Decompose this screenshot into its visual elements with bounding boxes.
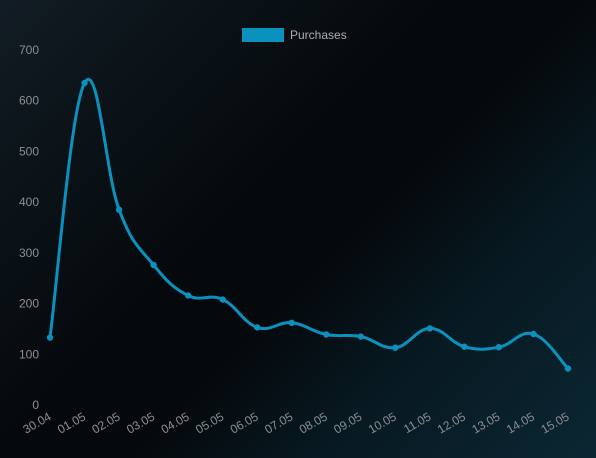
x-tick-label: 01.05 xyxy=(55,409,88,436)
data-point[interactable] xyxy=(495,343,503,351)
data-point[interactable] xyxy=(288,319,295,327)
data-point[interactable] xyxy=(150,261,157,269)
data-point[interactable] xyxy=(392,344,399,351)
data-point[interactable] xyxy=(81,79,88,87)
x-tick-label: 14.05 xyxy=(504,409,537,436)
x-tick-label: 04.05 xyxy=(159,409,192,436)
legend-label-purchases: Purchases xyxy=(290,28,347,42)
x-tick-label: 09.05 xyxy=(331,409,364,436)
data-point[interactable] xyxy=(115,206,123,213)
data-point[interactable] xyxy=(426,325,434,332)
x-tick-label: 05.05 xyxy=(193,409,226,436)
data-point[interactable] xyxy=(461,343,468,350)
x-tick-label: 30.04 xyxy=(20,409,53,436)
data-point[interactable] xyxy=(184,292,192,299)
x-tick-label: 12.05 xyxy=(435,409,468,436)
x-tick-label: 07.05 xyxy=(262,409,295,436)
data-point[interactable] xyxy=(530,330,537,338)
x-axis: 30.04 01.05 02.05 03.05 04.05 05.05 06.05 07.05… xyxy=(20,409,571,436)
series-line-purchases xyxy=(48,78,570,370)
y-tick-label: 100 xyxy=(19,347,39,361)
x-tick-label: 03.05 xyxy=(124,409,157,436)
data-point[interactable] xyxy=(254,324,261,331)
x-tick-label: 15.05 xyxy=(538,409,571,436)
y-tick-label: 700 xyxy=(19,43,39,57)
data-point[interactable] xyxy=(219,296,226,303)
x-tick-label: 06.05 xyxy=(228,409,261,436)
y-tick-label: 500 xyxy=(19,144,39,158)
y-tick-label: 200 xyxy=(19,297,39,311)
y-tick-label: 400 xyxy=(19,195,39,209)
legend-swatch-purchases xyxy=(242,28,284,42)
data-point[interactable] xyxy=(323,331,330,338)
data-point[interactable] xyxy=(357,333,364,340)
y-tick-label: 600 xyxy=(19,94,39,108)
x-tick-label: 02.05 xyxy=(90,409,123,436)
x-tick-label: 13.05 xyxy=(469,409,502,436)
data-points xyxy=(46,79,572,372)
data-point[interactable] xyxy=(46,334,54,341)
x-tick-label: 10.05 xyxy=(366,409,399,436)
y-tick-label: 0 xyxy=(32,398,39,412)
y-axis: 0 100 200 300 400 500 600 700 xyxy=(19,43,39,412)
x-tick-label: 11.05 xyxy=(401,409,434,436)
data-point[interactable] xyxy=(564,365,572,372)
legend[interactable]: Purchases xyxy=(242,28,347,42)
x-tick-label: 08.05 xyxy=(297,409,330,436)
y-tick-label: 300 xyxy=(19,246,39,260)
